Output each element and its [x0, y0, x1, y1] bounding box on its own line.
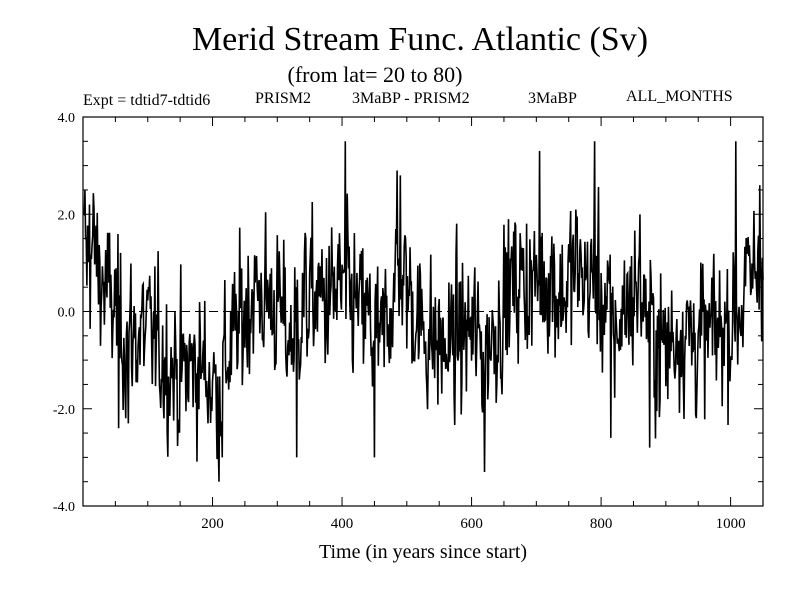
- x-axis-label: Time (in years since start): [319, 541, 527, 563]
- y-tick-label: -2.0: [53, 403, 75, 418]
- header-expt: Expt = tdtid7-tdtid6: [83, 92, 210, 109]
- x-tick-label: 800: [590, 516, 613, 532]
- header-comparison: 3MaBP - PRISM2: [352, 90, 470, 107]
- y-tick-label: 2.0: [58, 208, 76, 223]
- x-tick-label: 1000: [716, 516, 746, 532]
- x-tick-label: 400: [331, 516, 354, 532]
- x-tick-label: 200: [201, 516, 224, 532]
- y-tick-label: 0.0: [58, 306, 76, 321]
- series-line: [82, 141, 764, 482]
- chart-subtitle: (from lat= 20 to 80): [288, 62, 463, 87]
- y-tick-label: -4.0: [53, 500, 75, 515]
- header-period: 3MaBP: [528, 90, 577, 107]
- y-tick-label: 4.0: [58, 111, 76, 126]
- series-group: [82, 141, 764, 482]
- header-model: PRISM2: [255, 90, 311, 107]
- header-months: ALL_MONTHS: [626, 88, 733, 105]
- x-tick-label: 600: [460, 516, 483, 532]
- chart-title: Merid Stream Func. Atlantic (Sv): [192, 21, 648, 58]
